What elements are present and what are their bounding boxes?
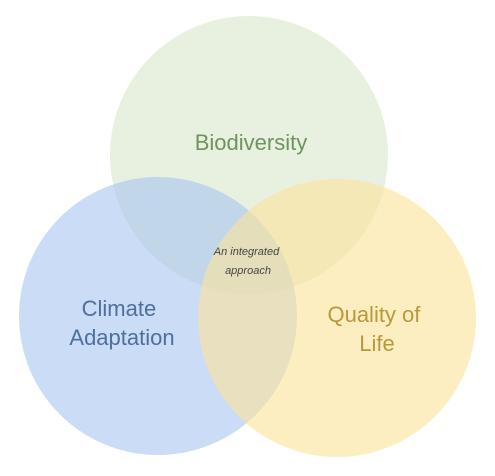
quality-of-life-label-line-1: Quality of bbox=[327, 302, 421, 327]
center-label: An integrated approach bbox=[213, 246, 283, 277]
climate-adaptation-label: Climate Adaptation bbox=[69, 296, 174, 350]
climate-adaptation-label-line-2: Adaptation bbox=[69, 325, 174, 350]
quality-of-life-label-line-2: Life bbox=[359, 331, 394, 356]
center-label-line-1: An integrated bbox=[213, 246, 280, 258]
quality-of-life-label: Quality of Life bbox=[327, 302, 426, 356]
biodiversity-label-line: Biodiversity bbox=[195, 130, 307, 155]
climate-adaptation-label-line-1: Climate bbox=[82, 296, 157, 321]
center-label-line-2: approach bbox=[225, 265, 271, 277]
set-circles bbox=[19, 16, 476, 457]
biodiversity-label: Biodiversity bbox=[195, 130, 307, 155]
quality-of-life-circle bbox=[198, 179, 476, 457]
